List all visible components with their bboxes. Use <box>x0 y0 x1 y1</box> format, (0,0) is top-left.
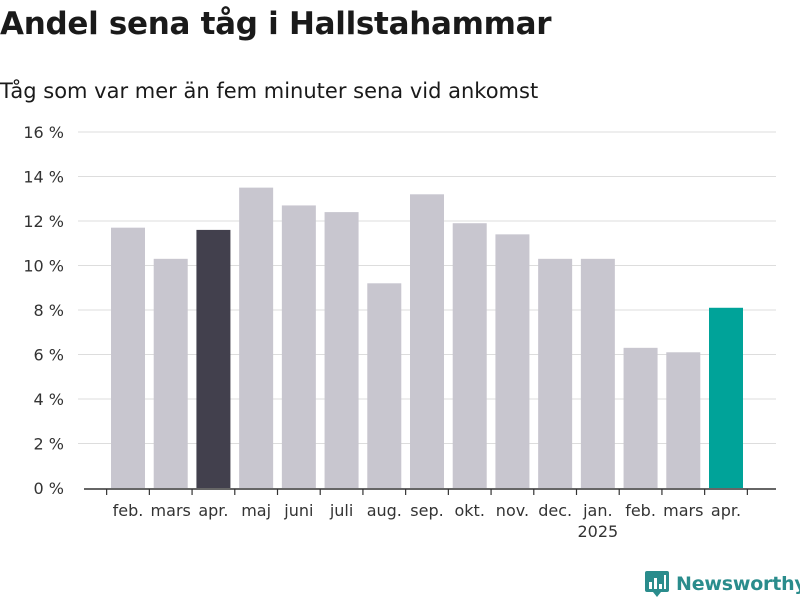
x-tick-label: aug. <box>367 501 402 520</box>
bar <box>666 352 701 488</box>
bar <box>538 258 573 488</box>
y-tick-label: 4 % <box>34 390 64 409</box>
bar <box>709 307 743 488</box>
x-tick-label: apr. <box>198 501 228 520</box>
x-tick-label: juli <box>329 501 353 520</box>
newsworthy-logo: Newsworthy <box>644 570 800 598</box>
y-tick-label: 14 % <box>23 168 64 187</box>
bar <box>281 205 316 489</box>
x-tick-label: mars <box>151 501 191 520</box>
x-tick-label: nov. <box>496 501 529 520</box>
y-tick-label: 6 % <box>34 346 64 365</box>
bar <box>239 187 274 488</box>
x-tick-label: okt. <box>455 501 485 520</box>
x-tick-label: maj <box>241 501 271 520</box>
y-tick-label: 16 % <box>23 123 64 142</box>
bar <box>324 212 359 488</box>
bar <box>410 194 444 489</box>
logo-text: Newsworthy <box>676 573 800 595</box>
bar <box>623 347 658 488</box>
bar <box>111 227 145 489</box>
chart-title: Andel sena tåg i Hallstahammar <box>0 6 552 42</box>
y-tick-label: 2 % <box>34 435 64 454</box>
y-tick-label: 12 % <box>23 212 64 231</box>
bar <box>495 234 530 488</box>
newsworthy-logo-icon <box>645 571 669 597</box>
x-tick-label: sep. <box>410 501 443 520</box>
x-tick-label: feb. <box>625 501 656 520</box>
y-tick-label: 0 % <box>34 479 64 498</box>
y-tick-label: 10 % <box>23 257 64 276</box>
x-tick-label: jan. <box>582 501 612 520</box>
x-tick-label: mars <box>663 501 703 520</box>
x-tick-label: apr. <box>711 501 741 520</box>
chart-subtitle: Tåg som var mer än fem minuter sena vid … <box>0 79 539 103</box>
bar <box>452 223 487 488</box>
x-year-label: 2025 <box>577 522 618 541</box>
x-tick-label: feb. <box>113 501 144 520</box>
y-tick-label: 8 % <box>34 301 64 320</box>
bar <box>153 258 188 488</box>
bar <box>580 258 615 488</box>
bar <box>196 229 231 488</box>
x-tick-label: dec. <box>538 501 572 520</box>
x-tick-label: juni <box>283 501 313 520</box>
bar <box>367 283 402 488</box>
